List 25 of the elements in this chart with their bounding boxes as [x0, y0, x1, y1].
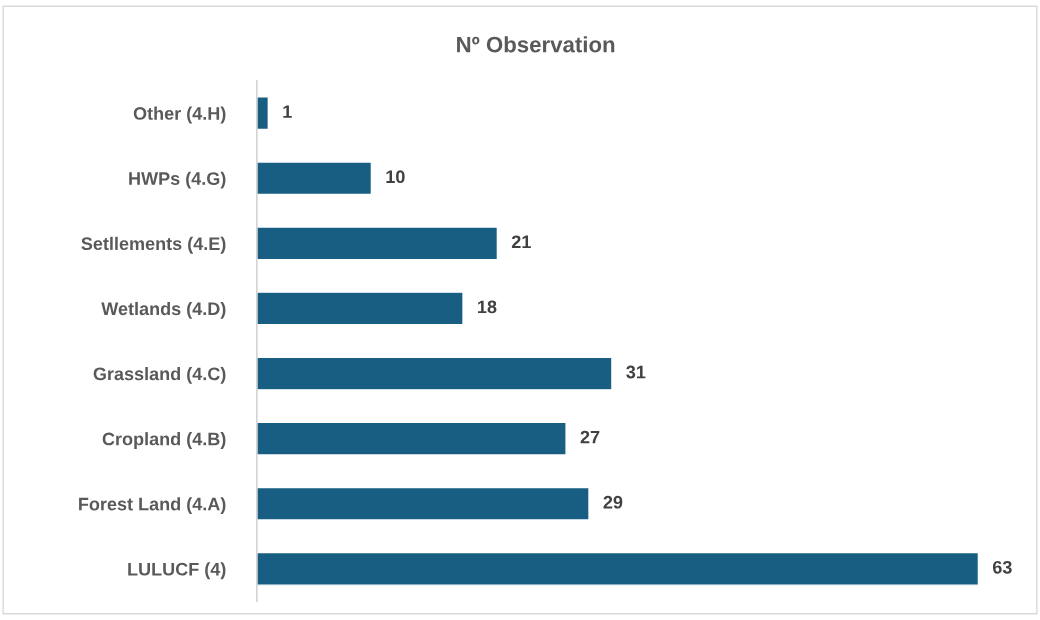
- bar: [256, 96, 270, 131]
- bar: [256, 161, 373, 196]
- data-label: 21: [511, 235, 531, 249]
- data-label: 18: [478, 300, 497, 314]
- data-label: 27: [580, 430, 600, 444]
- y-tick-label: Wetlands (4.D): [101, 301, 226, 319]
- y-tick-label: Cropland (4.B): [102, 432, 226, 449]
- chart-title: Nº Observation: [457, 36, 615, 53]
- bar: [256, 291, 464, 326]
- bar: [256, 551, 980, 586]
- y-tick-label: Other (4.H): [133, 106, 226, 124]
- y-tick-label: Setllements (4.E): [81, 236, 226, 254]
- data-label: 1: [283, 105, 292, 118]
- data-label: 31: [626, 365, 646, 379]
- bar: [256, 421, 567, 456]
- data-label: 63: [992, 560, 1012, 574]
- y-tick-label: Grassland (4.C): [93, 367, 226, 384]
- data-label: 29: [603, 495, 623, 509]
- y-tick-label: LULUCF (4): [128, 562, 226, 580]
- y-tick-label: HWPs (4.G): [129, 171, 226, 189]
- bar: [256, 226, 499, 261]
- bar: [256, 486, 590, 521]
- bar: [256, 356, 613, 391]
- data-label: 10: [386, 170, 405, 184]
- y-tick-label: Forest Land (4.A): [79, 497, 226, 515]
